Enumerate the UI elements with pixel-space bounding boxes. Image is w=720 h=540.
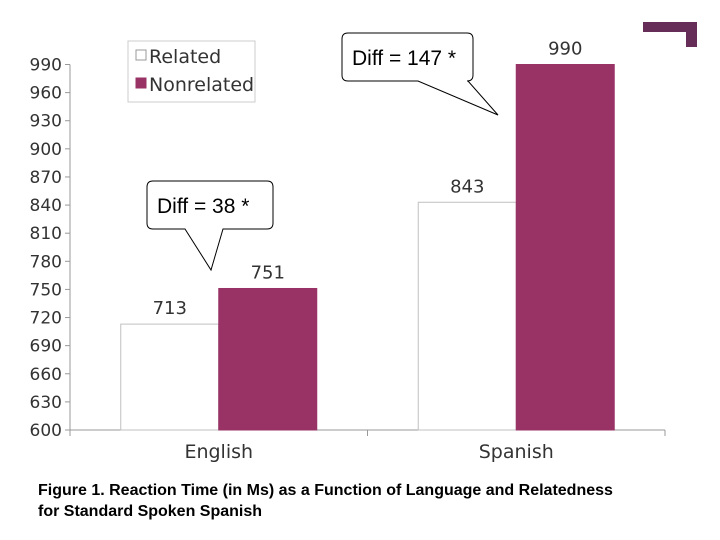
legend-label-nonrelated: Nonrelated [149,74,254,96]
legend: Related Nonrelated [127,40,256,103]
x-tick-label-english: English [184,441,253,463]
y-tick-label-990: 990 [30,56,62,76]
bar-related-spanish [417,201,517,431]
caption-line-1: Figure 1. Reaction Time (in Ms) as a Fun… [38,482,613,499]
y-tick-label-840: 840 [30,196,62,216]
bars: 713 751 843 990 [120,39,615,431]
figure-caption: Figure 1. Reaction Time (in Ms) as a Fun… [38,480,708,522]
y-tick-label-780: 780 [30,252,62,272]
callouts: Diff = 38 * Diff = 147 * [146,32,499,272]
corner-bar-top [643,22,697,32]
y-tick-label-930: 930 [30,112,62,132]
y-tick-label-750: 750 [30,280,62,300]
legend-box [127,40,256,103]
y-tick-label-870: 870 [30,168,62,188]
callout-text-spanish: Diff = 147 * [352,47,456,70]
bar-chart: 600 630 660 690 720 750 780 810 840 870 900 930 960 9… [30,22,697,463]
data-label-nonrelated-english: 751 [251,262,285,283]
legend-swatch-nonrelated [135,77,147,89]
data-label-nonrelated-spanish: 990 [548,39,582,60]
y-tick-label-900: 900 [30,140,62,160]
bar-nonrelated-english [218,287,318,431]
callout-bubble-english [146,180,274,272]
axes: 600 630 660 690 720 750 780 810 840 870 900 930 960 9… [30,56,666,463]
corner-bracket-icon [643,22,697,47]
callout-text-english: Diff = 38 * [157,195,249,218]
legend-swatch-related [135,49,147,61]
y-tick-label-720: 720 [30,309,62,329]
caption-line-2: for Standard Spoken Spanish [38,503,263,520]
corner-bar-side [686,22,697,47]
bar-nonrelated-spanish [515,64,615,431]
x-tick-label-spanish: Spanish [479,441,554,463]
y-tick-label-660: 660 [30,365,62,385]
y-tick-label-600: 600 [30,421,62,441]
y-tick-label-810: 810 [30,224,62,244]
y-tick-label-630: 630 [30,393,62,413]
bar-related-english [120,323,220,431]
y-tick-label-690: 690 [30,337,62,357]
data-label-related-english: 713 [153,298,187,319]
data-label-related-spanish: 843 [450,176,484,197]
y-tick-label-960: 960 [30,84,62,104]
legend-label-related: Related [149,46,221,68]
callout-bubble-spanish [341,32,499,116]
